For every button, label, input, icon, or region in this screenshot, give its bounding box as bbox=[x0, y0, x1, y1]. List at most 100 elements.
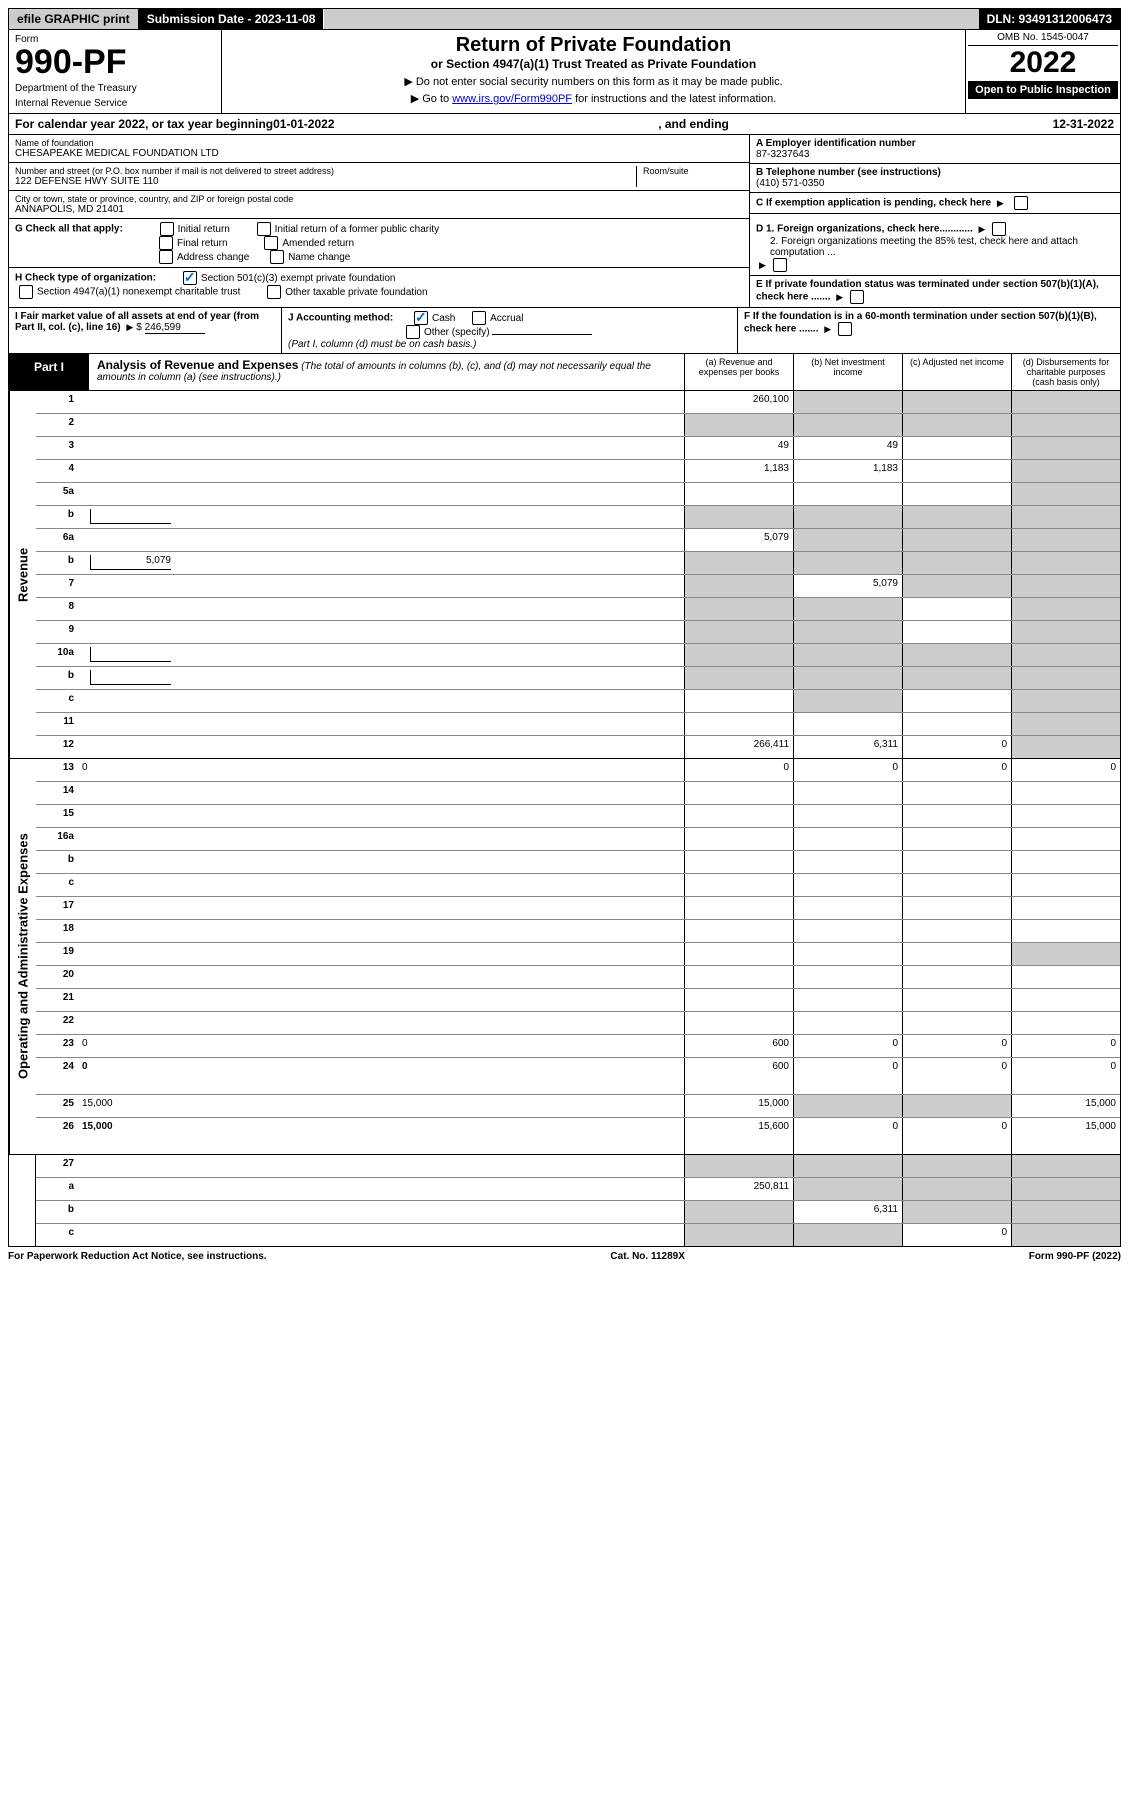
cell-col-a bbox=[684, 1012, 793, 1034]
d2-cb[interactable] bbox=[773, 258, 787, 272]
footer-left: For Paperwork Reduction Act Notice, see … bbox=[8, 1251, 267, 1262]
bottom-body: 27a250,811b6,311c0 bbox=[36, 1155, 1120, 1246]
line-number: 20 bbox=[36, 966, 78, 988]
cell-col-c: 0 bbox=[902, 1118, 1011, 1154]
city-cell: City or town, state or province, country… bbox=[9, 191, 749, 219]
table-row: 2515,00015,00015,000 bbox=[36, 1095, 1120, 1118]
c-checkbox[interactable] bbox=[1014, 196, 1028, 210]
table-row: b6,311 bbox=[36, 1201, 1120, 1224]
irs-link[interactable]: www.irs.gov/Form990PF bbox=[452, 93, 572, 105]
arrow-icon bbox=[976, 224, 989, 235]
table-row: 10a bbox=[36, 644, 1120, 667]
table-row: a250,811 bbox=[36, 1178, 1120, 1201]
part1-title: Analysis of Revenue and Expenses bbox=[97, 358, 298, 372]
line-number: 25 bbox=[36, 1095, 78, 1117]
line-number: 14 bbox=[36, 782, 78, 804]
g-opt1-cb[interactable] bbox=[160, 222, 174, 236]
cell-col-d bbox=[1011, 782, 1120, 804]
cell-col-d: 0 bbox=[1011, 759, 1120, 781]
inline-value-box bbox=[90, 647, 171, 662]
cell-col-c bbox=[902, 874, 1011, 896]
cell-col-a bbox=[684, 483, 793, 505]
room-label: Room/suite bbox=[643, 166, 743, 176]
h-opt3-cb[interactable] bbox=[267, 285, 281, 299]
cell-col-d bbox=[1011, 621, 1120, 643]
g-opt5: Address change bbox=[177, 252, 249, 263]
city-state-zip: ANNAPOLIS, MD 21401 bbox=[15, 204, 743, 215]
line-description bbox=[78, 1155, 684, 1177]
g-opt6-cb[interactable] bbox=[270, 250, 284, 264]
line-description bbox=[78, 598, 684, 620]
cell-col-c: 0 bbox=[902, 1058, 1011, 1094]
cell-col-a bbox=[684, 552, 793, 574]
d2-label: 2. Foreign organizations meeting the 85%… bbox=[756, 236, 1114, 258]
cell-col-d bbox=[1011, 920, 1120, 942]
cell-col-b bbox=[793, 1095, 902, 1117]
e-label: E If private foundation status was termi… bbox=[756, 279, 1099, 303]
f-cb[interactable] bbox=[838, 322, 852, 336]
inline-value-box bbox=[90, 670, 171, 685]
cell-col-a: 15,000 bbox=[684, 1095, 793, 1117]
addr-cell: Number and street (or P.O. box number if… bbox=[9, 163, 749, 191]
h-opt2-cb[interactable] bbox=[19, 285, 33, 299]
line-number: 15 bbox=[36, 805, 78, 827]
cell-col-d bbox=[1011, 713, 1120, 735]
cell-col-a bbox=[684, 943, 793, 965]
table-row: 34949 bbox=[36, 437, 1120, 460]
cell-col-b bbox=[793, 1012, 902, 1034]
cell-col-c: 0 bbox=[902, 1224, 1011, 1246]
line-description bbox=[78, 966, 684, 988]
cell-col-a bbox=[684, 874, 793, 896]
d1-cb[interactable] bbox=[992, 222, 1006, 236]
line-number: 21 bbox=[36, 989, 78, 1011]
cell-col-a bbox=[684, 897, 793, 919]
top-spacer bbox=[324, 9, 978, 29]
col-d-head: (d) Disbursements for charitable purpose… bbox=[1012, 354, 1120, 390]
line-description bbox=[78, 920, 684, 942]
j-note: (Part I, column (d) must be on cash basi… bbox=[288, 339, 476, 350]
phone-value: (410) 571-0350 bbox=[756, 178, 1114, 189]
e-cb[interactable] bbox=[850, 290, 864, 304]
line-description bbox=[78, 851, 684, 873]
name-label: Name of foundation bbox=[15, 138, 743, 148]
line-description: 0 bbox=[78, 1058, 684, 1094]
j-cash-cb[interactable] bbox=[414, 311, 428, 325]
cell-col-c bbox=[902, 851, 1011, 873]
footer-center: Cat. No. 11289X bbox=[610, 1251, 684, 1262]
cell-col-d bbox=[1011, 529, 1120, 551]
table-row: 230600000 bbox=[36, 1035, 1120, 1058]
j-other-cb[interactable] bbox=[406, 325, 420, 339]
cal-pre: For calendar year 2022, or tax year begi… bbox=[15, 117, 273, 131]
g-opt4-cb[interactable] bbox=[264, 236, 278, 250]
line-number: 23 bbox=[36, 1035, 78, 1057]
i-value: 246,599 bbox=[145, 322, 205, 334]
line-description bbox=[78, 667, 684, 689]
cell-col-b bbox=[793, 874, 902, 896]
line-description: 15,000 bbox=[78, 1118, 684, 1154]
g-row: G Check all that apply: Initial return I… bbox=[9, 219, 749, 267]
cell-col-c bbox=[902, 414, 1011, 436]
line-description bbox=[78, 897, 684, 919]
d1-label: D 1. Foreign organizations, check here..… bbox=[756, 224, 973, 235]
cell-col-c bbox=[902, 1201, 1011, 1223]
form-note-2: ▶ Go to www.irs.gov/Form990PF for instru… bbox=[226, 92, 961, 105]
cell-col-b: 0 bbox=[793, 1058, 902, 1094]
cell-col-c bbox=[902, 644, 1011, 666]
g-opt2-cb[interactable] bbox=[257, 222, 271, 236]
j-accrual-cb[interactable] bbox=[472, 311, 486, 325]
foundation-name: CHESAPEAKE MEDICAL FOUNDATION LTD bbox=[15, 148, 743, 159]
part1-label: Part I bbox=[9, 354, 89, 390]
line-description bbox=[78, 736, 684, 758]
cell-col-b bbox=[793, 621, 902, 643]
cell-col-b: 0 bbox=[793, 1118, 902, 1154]
inline-value-box: 5,079 bbox=[90, 555, 171, 570]
arrow-icon bbox=[756, 260, 769, 271]
line-description bbox=[78, 1012, 684, 1034]
e-cell: E If private foundation status was termi… bbox=[750, 276, 1120, 307]
h-opt1-cb[interactable] bbox=[183, 271, 197, 285]
cell-col-c bbox=[902, 621, 1011, 643]
g-opt3-cb[interactable] bbox=[159, 236, 173, 250]
g-opt6: Name change bbox=[288, 252, 350, 263]
line-description bbox=[78, 575, 684, 597]
g-opt5-cb[interactable] bbox=[159, 250, 173, 264]
